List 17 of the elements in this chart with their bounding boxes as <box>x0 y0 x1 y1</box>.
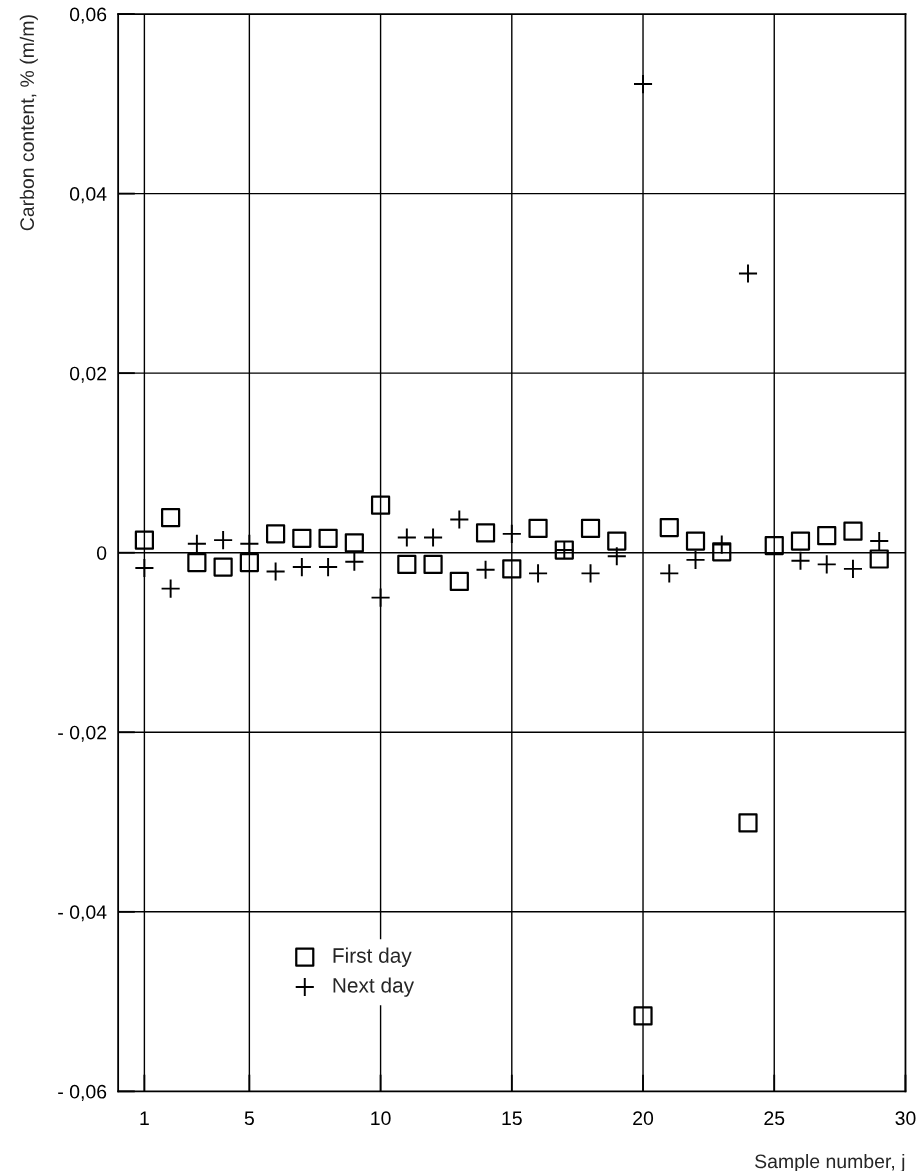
y-tick-label: - 0,04 <box>58 905 107 922</box>
x-tick-label: 30 <box>895 1111 916 1126</box>
y-tick-label: - 0,06 <box>58 1084 107 1101</box>
legend-label: First day <box>333 947 412 968</box>
y-axis-title: Carbon content, % (m/m) <box>19 15 38 231</box>
y-tick-label: - 0,02 <box>58 725 107 742</box>
legend-label: Next day <box>333 977 415 997</box>
y-tick-label: 0,06 <box>69 7 107 24</box>
x-tick-label: 20 <box>633 1111 654 1126</box>
x-tick-label: 25 <box>764 1111 785 1126</box>
x-tick-label: 5 <box>244 1111 254 1126</box>
y-tick-label: 0,04 <box>69 187 107 204</box>
y-tick-label: 0 <box>96 546 107 560</box>
x-tick-label: 15 <box>502 1111 522 1126</box>
y-tick-label: 0,02 <box>69 366 107 383</box>
x-tick-label: 10 <box>371 1111 391 1126</box>
x-tick-label: 1 <box>140 1111 149 1125</box>
